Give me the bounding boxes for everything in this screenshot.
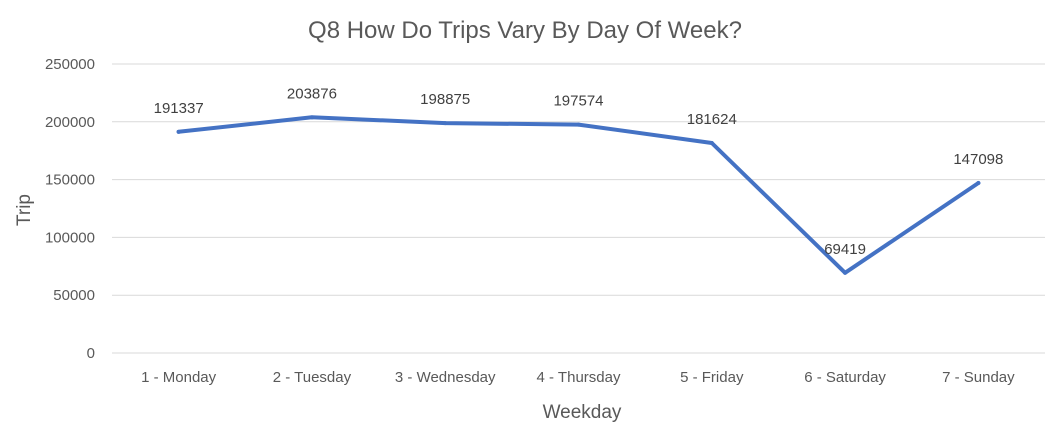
data-point — [709, 141, 714, 146]
data-point — [843, 270, 848, 275]
x-tick-label: 5 - Friday — [680, 369, 744, 386]
data-label: 147098 — [953, 151, 1003, 168]
y-tick-label: 250000 — [45, 56, 95, 73]
data-label: 191337 — [154, 100, 204, 117]
data-point — [309, 115, 314, 120]
y-tick-label: 200000 — [45, 114, 95, 131]
chart-title: Q8 How Do Trips Vary By Day Of Week? — [308, 17, 742, 44]
x-tick-label: 3 - Wednesday — [395, 369, 496, 386]
x-axis-ticks: 1 - Monday 2 - Tuesday 3 - Wednesday 4 - Th… — [141, 369, 1015, 386]
data-point — [576, 122, 581, 127]
y-tick-label: 150000 — [45, 172, 95, 189]
y-axis-ticks: 0 50000 100000 150000 200000 250000 — [45, 56, 95, 362]
x-tick-label: 2 - Tuesday — [273, 369, 352, 386]
data-label: 203876 — [287, 85, 337, 102]
y-tick-label: 100000 — [45, 229, 95, 246]
x-tick-label: 4 - Thursday — [537, 369, 621, 386]
x-tick-label: 7 - Sunday — [942, 369, 1015, 386]
y-tick-label: 0 — [87, 345, 95, 362]
data-point — [443, 121, 448, 126]
data-point — [976, 180, 981, 185]
data-label: 198875 — [420, 91, 470, 108]
y-axis-title: Trip — [14, 194, 35, 226]
data-labels: 191337 203876 198875 197574 181624 69419 14709… — [154, 85, 1004, 257]
x-tick-label: 1 - Monday — [141, 369, 217, 386]
y-tick-label: 50000 — [53, 287, 95, 304]
data-label: 69419 — [824, 241, 866, 258]
data-label: 181624 — [687, 111, 737, 128]
data-label: 197574 — [553, 93, 603, 110]
series-layer — [176, 115, 981, 275]
x-tick-label: 6 - Saturday — [804, 369, 886, 386]
data-point — [176, 129, 181, 134]
x-axis-title: Weekday — [543, 402, 622, 423]
